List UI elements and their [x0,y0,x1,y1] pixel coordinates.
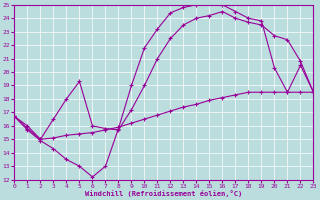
X-axis label: Windchill (Refroidissement éolien,°C): Windchill (Refroidissement éolien,°C) [85,190,243,197]
